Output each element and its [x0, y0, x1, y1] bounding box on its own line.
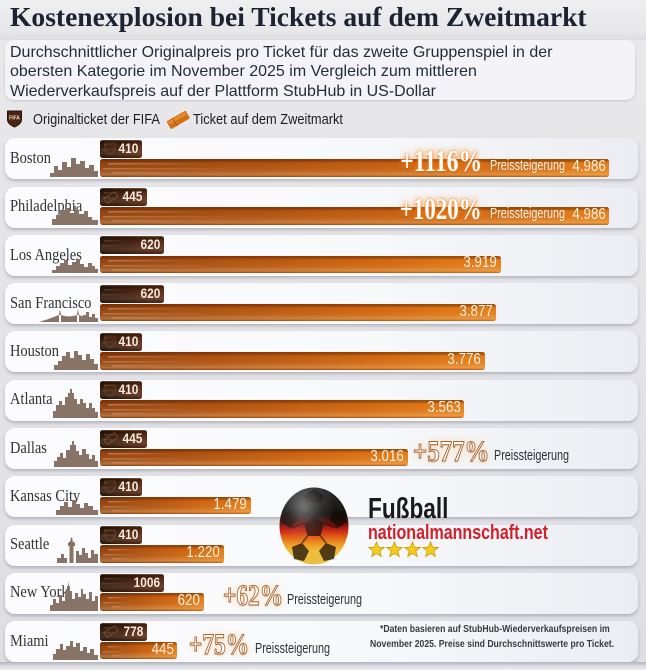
svg-text:FIFA: FIFA [106, 484, 114, 488]
svg-text:FIFA: FIFA [106, 387, 114, 391]
svg-text:FIFA: FIFA [106, 146, 114, 150]
svg-text:FIFA: FIFA [9, 116, 20, 122]
svg-text:FIFA: FIFA [106, 532, 114, 536]
svg-text:FIFA: FIFA [106, 339, 114, 343]
